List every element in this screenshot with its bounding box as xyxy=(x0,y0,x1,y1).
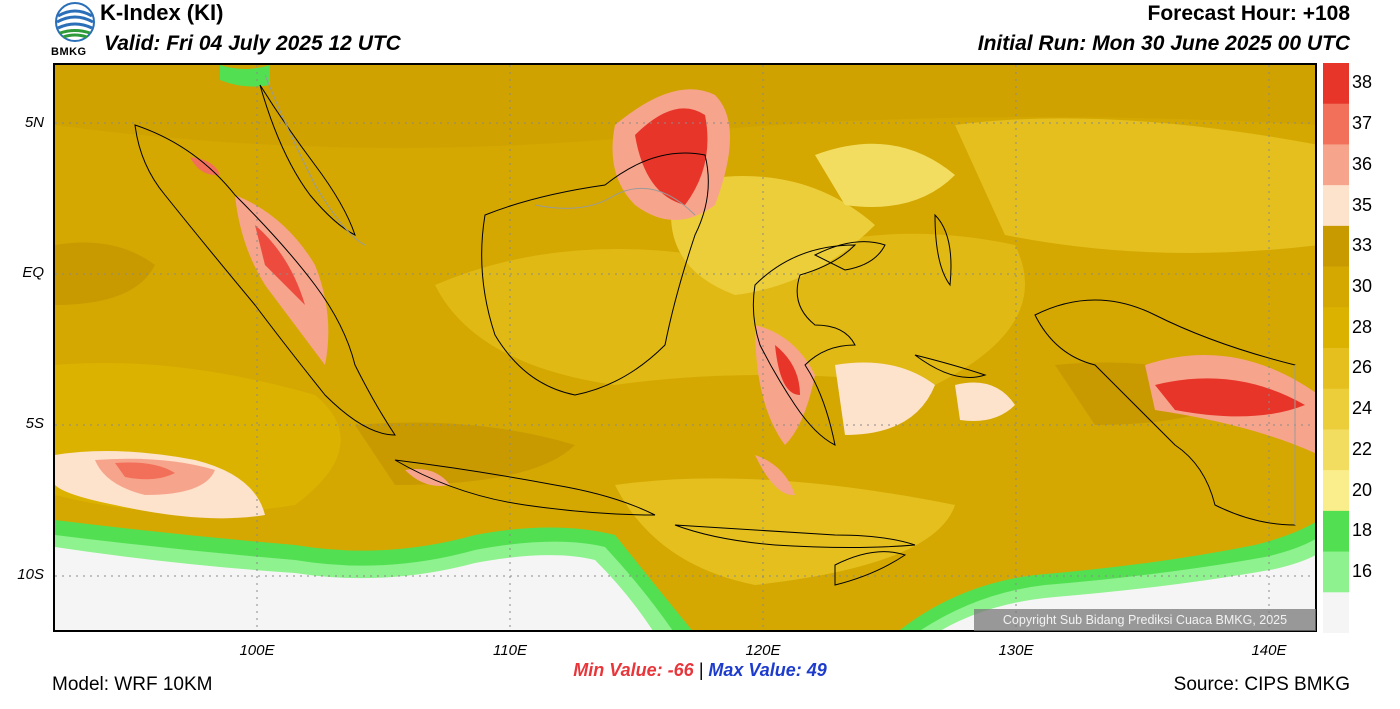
colorbar-label: 33 xyxy=(1352,235,1373,256)
colorbar-label: 37 xyxy=(1352,113,1373,134)
k-index-map xyxy=(55,65,1315,630)
colorbar-swatch xyxy=(1323,266,1349,308)
colorbar-swatch xyxy=(1323,225,1349,268)
lat-label-5n: 5N xyxy=(24,114,44,131)
colorbar-swatch xyxy=(1323,103,1349,145)
colorbar-label: 24 xyxy=(1352,398,1373,419)
colorbar-label: 18 xyxy=(1352,520,1373,541)
max-value: Max Value: 49 xyxy=(708,660,827,680)
forecast-hour: Forecast Hour: +108 xyxy=(1147,2,1351,25)
lat-label-5s: 5S xyxy=(25,415,44,432)
bmkg-logo-icon xyxy=(55,2,95,42)
lon-label-140e: 140E xyxy=(1251,642,1287,659)
initial-run: Initial Run: Mon 30 June 2025 00 UTC xyxy=(977,32,1350,55)
model-name: Model: WRF 10KM xyxy=(52,674,213,695)
copyright-text: Copyright Sub Bidang Prediksi Cuaca BMKG… xyxy=(974,609,1316,631)
colorbar-swatch xyxy=(1323,144,1349,186)
min-max-values: Min Value: -66 | Max Value: 49 xyxy=(0,660,1400,681)
colorbar-swatch xyxy=(1323,510,1349,553)
colorbar-swatch xyxy=(1323,470,1349,512)
map-frame xyxy=(53,63,1317,632)
colorbar-label: 16 xyxy=(1352,560,1373,581)
colorbar-label: 28 xyxy=(1352,316,1373,337)
colorbar-swatch xyxy=(1323,185,1349,227)
lon-label-110e: 110E xyxy=(493,642,527,659)
colorbar-swatch xyxy=(1323,63,1349,105)
colorbar-swatch xyxy=(1323,348,1349,390)
colorbar-swatch xyxy=(1323,592,1349,633)
colorbar-swatch xyxy=(1323,388,1349,430)
lat-label-10s: 10S xyxy=(17,566,44,583)
colorbar xyxy=(1323,63,1349,633)
colorbar-label: 20 xyxy=(1352,479,1373,500)
colorbar-label: 26 xyxy=(1352,357,1373,378)
lon-label-100e: 100E xyxy=(239,642,275,659)
logo-text: BMKG xyxy=(51,46,87,58)
colorbar-label: 38 xyxy=(1352,72,1373,93)
map-title: K-Index (KI) xyxy=(100,0,224,25)
data-source: Source: CIPS BMKG xyxy=(1173,674,1350,695)
stats-separator: | xyxy=(698,660,704,680)
valid-time: Valid: Fri 04 July 2025 12 UTC xyxy=(104,32,401,55)
colorbar-swatch xyxy=(1323,551,1349,593)
colorbar-label: 35 xyxy=(1352,194,1373,215)
colorbar-swatch xyxy=(1323,307,1349,349)
colorbar-label: 30 xyxy=(1352,275,1373,296)
colorbar-swatch xyxy=(1323,429,1349,471)
lon-label-120e: 120E xyxy=(745,642,781,659)
lon-label-130e: 130E xyxy=(998,642,1034,659)
lat-label-eq: EQ xyxy=(22,264,44,281)
colorbar-label: 22 xyxy=(1352,438,1373,459)
colorbar-label: 36 xyxy=(1352,153,1373,174)
min-value: Min Value: -66 xyxy=(573,660,694,680)
